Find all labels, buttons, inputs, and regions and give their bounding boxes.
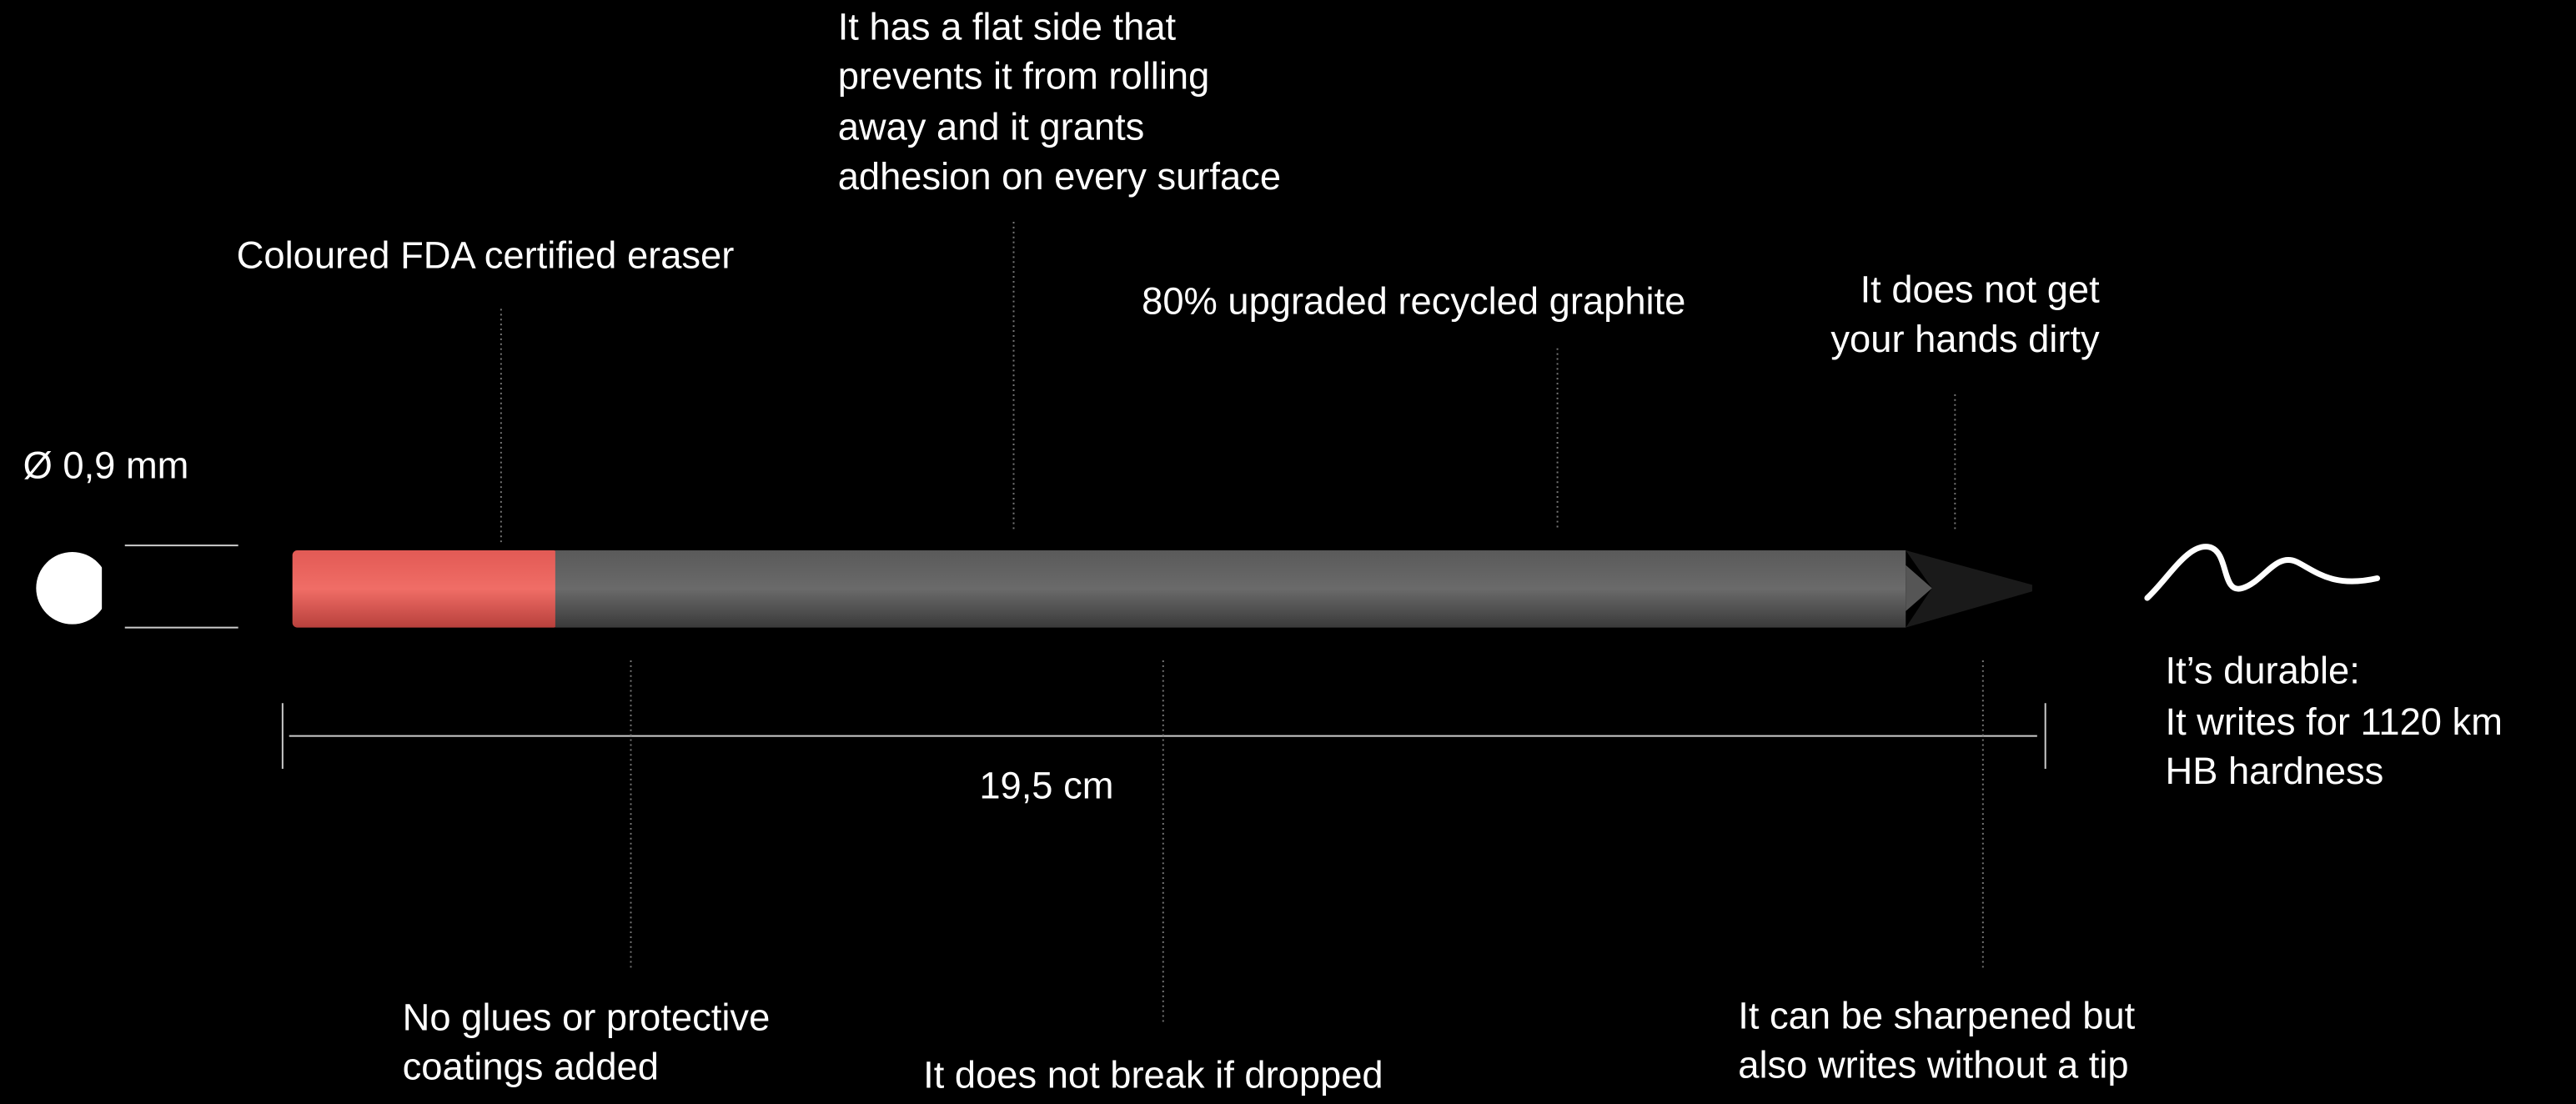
annotation-line: prevents it from rolling [838,55,1210,98]
annotation-line: Coloured FDA certified eraser [237,233,735,276]
annotation-line: It does not get [1860,268,2101,311]
length-label: 19,5 cm [979,765,1113,807]
annotation-line: adhesion on every surface [838,155,1281,198]
annotation-line: It can be sharpened but [1738,994,2135,1036]
pencil-cone [1906,565,1932,611]
annotation-line: It writes for 1120 km [2165,700,2502,743]
annotation-line: 80% upgraded recycled graphite [1142,279,1685,322]
annotation-line: No glues or protective [403,996,771,1038]
annotation-line: It has a flat side that [838,6,1177,48]
annotation-line: It does not break if dropped [923,1053,1383,1096]
scribble [2144,544,2381,601]
annotation-line: your hands dirty [1830,318,2100,360]
eraser [292,550,559,628]
diameter-label: Ø 0,9 mm [23,444,189,486]
pencil-tip [1906,550,2032,628]
cross-section [36,552,103,625]
annotation-line: It’s durable: [2165,650,2359,692]
annotation-line: HB hardness [2165,750,2383,792]
annotation-line: coatings added [403,1046,659,1088]
annotation-line: also writes without a tip [1738,1044,2128,1086]
pencil-body [555,550,1906,628]
annotation-line: away and it grants [838,106,1145,148]
